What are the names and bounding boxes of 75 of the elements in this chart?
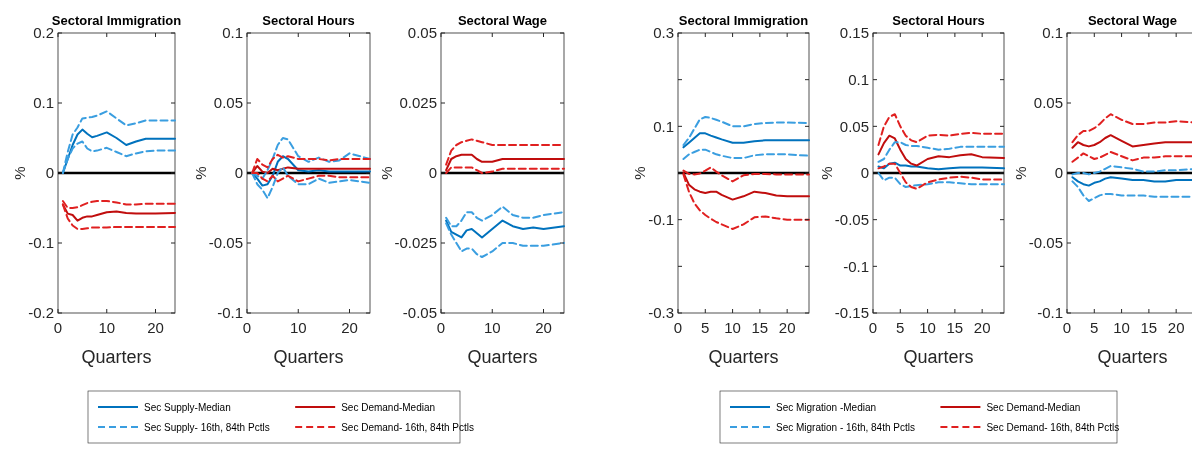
y-tick-label: 0.3: [653, 24, 674, 42]
y-tick-label: -0.05: [834, 210, 869, 228]
x-tick-label: 10: [289, 319, 307, 336]
legend-label: Sec Demand- 16th, 84th Pctls: [986, 421, 1120, 433]
y-axis-title: %: [378, 166, 396, 180]
x-tick-label: 20: [1167, 319, 1185, 336]
y-tick-label: 0: [860, 164, 869, 182]
legend-label: Sec Demand-Median: [986, 401, 1081, 413]
y-tick-label: 0.1: [222, 24, 243, 42]
x-tick-label: 15: [946, 319, 964, 336]
y-axis-title: %: [630, 166, 648, 180]
y-tick-label: 0.05: [839, 117, 869, 135]
x-axis-title: Quarters: [1097, 347, 1168, 367]
x-tick-label: 10: [724, 319, 741, 336]
chart-title: Sectoral Hours: [892, 13, 985, 28]
x-tick-label: 20: [778, 319, 796, 336]
chart-title: Sectoral Hours: [262, 13, 355, 28]
y-tick-label: -0.1: [648, 210, 674, 228]
y-tick-label: 0.1: [33, 94, 54, 112]
y-tick-label: -0.05: [1028, 234, 1063, 252]
x-axis-title: Quarters: [467, 347, 538, 367]
y-tick-label: 0.05: [1033, 94, 1063, 112]
legend-label: Sec Demand-Median: [341, 401, 436, 413]
x-tick-label: 15: [1140, 319, 1158, 336]
x-tick-label: 10: [98, 319, 116, 336]
x-axis-title: Quarters: [903, 347, 974, 367]
x-tick-label: 20: [535, 319, 552, 336]
y-tick-label: -0.3: [648, 304, 674, 322]
x-axis-title: Quarters: [273, 347, 344, 367]
y-axis-title: %: [10, 166, 28, 180]
x-tick-label: 10: [483, 319, 501, 336]
x-tick-label: 20: [147, 319, 164, 336]
y-tick-label: 0.1: [653, 117, 674, 135]
x-axis-title: Quarters: [708, 347, 779, 367]
chart-title: Sectoral Wage: [1087, 13, 1178, 28]
y-tick-label: -0.15: [834, 304, 869, 322]
y-tick-label: -0.2: [28, 304, 54, 322]
y-tick-label: 0: [1054, 164, 1063, 182]
x-tick-label: 5: [896, 319, 905, 336]
x-tick-label: 20: [341, 319, 358, 336]
x-tick-label: 15: [751, 319, 769, 336]
chart-title: Sectoral Immigration: [51, 13, 182, 28]
x-axis-title: Quarters: [81, 347, 152, 367]
y-tick-label: -0.1: [1037, 304, 1063, 322]
y-tick-label: 0.1: [1042, 24, 1063, 42]
y-tick-label: -0.025: [394, 234, 437, 252]
y-axis-title: %: [192, 166, 209, 180]
y-tick-label: -0.05: [402, 304, 437, 322]
chart-title: Sectoral Wage: [457, 13, 548, 28]
legend-label: Sec Migration -Median: [776, 401, 877, 413]
y-tick-label: -0.1: [217, 304, 243, 322]
y-tick-label: 0.025: [399, 94, 437, 112]
legend-label: Sec Migration - 16th, 84th Pctls: [776, 421, 915, 433]
y-tick-label: -0.1: [843, 257, 869, 275]
y-tick-label: -0.05: [208, 234, 243, 252]
y-tick-label: 0.2: [33, 24, 54, 42]
x-tick-label: 5: [701, 319, 710, 336]
legend-label: Sec Supply- 16th, 84th Pctls: [144, 421, 270, 433]
y-tick-label: -0.1: [28, 234, 54, 252]
y-axis-title: %: [1012, 166, 1029, 180]
y-tick-label: 0: [45, 164, 54, 182]
legend-label: Sec Supply-Median: [144, 401, 231, 413]
y-tick-label: 0: [428, 164, 437, 182]
y-tick-label: 0.1: [848, 70, 869, 88]
chart-title: Sectoral Immigration: [678, 13, 809, 28]
x-tick-label: 10: [1113, 319, 1130, 336]
y-tick-label: 0.05: [213, 94, 243, 112]
x-tick-label: 5: [1090, 319, 1099, 336]
x-tick-label: 20: [973, 319, 991, 336]
y-tick-label: 0: [234, 164, 243, 182]
x-tick-label: 10: [919, 319, 936, 336]
y-tick-label: 0.15: [839, 24, 869, 42]
y-tick-label: 0.05: [407, 24, 437, 42]
legend-label: Sec Demand- 16th, 84th Pctls: [341, 421, 475, 433]
y-axis-title: %: [818, 166, 835, 180]
